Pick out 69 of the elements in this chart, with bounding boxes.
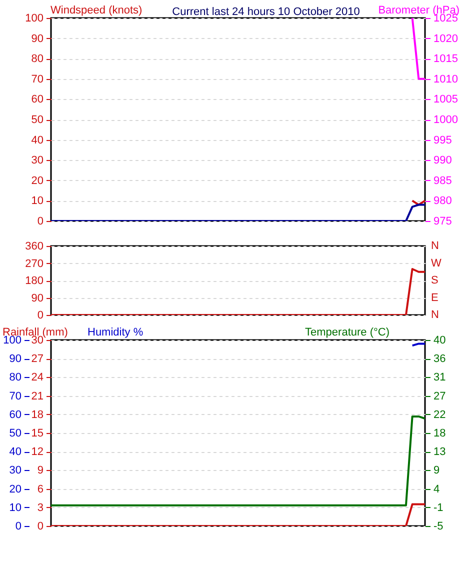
y3-tick-label: 50 bbox=[9, 428, 22, 440]
y2-tick-label: 36 bbox=[434, 353, 446, 366]
y-tick-label: 80 bbox=[31, 53, 44, 66]
y2-tick-label: -1 bbox=[434, 502, 444, 514]
y-tick-label: 0 bbox=[37, 520, 44, 532]
y2-tick-label: 1000 bbox=[434, 114, 458, 126]
text: N bbox=[431, 240, 439, 252]
y-tick-label: 18 bbox=[31, 408, 44, 421]
y-tick-label: 3 bbox=[37, 502, 44, 514]
y-tick-label: 70 bbox=[31, 73, 44, 86]
y3-tick-label: 100 bbox=[3, 334, 22, 346]
y2-tick-label: 31 bbox=[434, 372, 446, 384]
y-tick-label: 90 bbox=[31, 32, 44, 45]
y2-axis-title: Barometer (hPa) bbox=[378, 4, 460, 16]
y-tick-label: 9 bbox=[37, 464, 44, 477]
y-tick-label: 10 bbox=[31, 195, 44, 208]
y-tick-label: 360 bbox=[25, 240, 44, 252]
y-tick-label: 180 bbox=[25, 275, 44, 287]
y3-tick-label: 80 bbox=[9, 372, 22, 384]
text: W bbox=[431, 257, 442, 270]
text: S bbox=[431, 274, 438, 286]
y2-axis-title: Temperature (°C) bbox=[305, 326, 390, 338]
text: E bbox=[431, 292, 438, 304]
y3-tick-label: 40 bbox=[9, 446, 22, 458]
y-tick-label: 20 bbox=[31, 174, 44, 187]
y2-tick-label: 9 bbox=[434, 464, 440, 477]
y2-tick-label: 4 bbox=[434, 483, 440, 496]
y2-tick-label: 40 bbox=[434, 334, 446, 346]
chart-title: Current last 24 hours 10 October 2010 bbox=[172, 6, 360, 18]
y3-tick-label: 10 bbox=[9, 502, 22, 514]
y3-tick-label: 90 bbox=[9, 353, 22, 366]
y-tick-label: 15 bbox=[31, 428, 44, 440]
y2-tick-label: 990 bbox=[434, 154, 452, 167]
y3-tick-label: 70 bbox=[9, 390, 22, 402]
y2-tick-label: 22 bbox=[434, 408, 446, 421]
y2-tick-label: 13 bbox=[434, 446, 446, 458]
text: N bbox=[431, 309, 439, 321]
y2-tick-label: 1010 bbox=[434, 73, 458, 86]
y3-axis-title: Humidity % bbox=[88, 326, 144, 338]
y2-tick-label: 980 bbox=[434, 195, 452, 208]
y-axis-title: Windspeed (knots) bbox=[50, 4, 142, 16]
y2-tick-label: 1005 bbox=[434, 94, 458, 106]
y2-tick-label: 1020 bbox=[434, 32, 458, 45]
y-tick-label: 60 bbox=[31, 94, 44, 106]
y-tick-label: 50 bbox=[31, 114, 44, 126]
y-tick-label: 12 bbox=[31, 446, 44, 458]
y-tick-label: 24 bbox=[31, 372, 44, 384]
y-tick-label: 30 bbox=[31, 334, 44, 346]
y2-tick-label: 975 bbox=[434, 216, 452, 228]
y-tick-label: 6 bbox=[37, 483, 44, 496]
y-tick-label: 100 bbox=[25, 12, 44, 24]
y-tick-label: 90 bbox=[31, 292, 44, 304]
y2-tick-label: -5 bbox=[434, 520, 444, 532]
y-tick-label: 30 bbox=[31, 154, 44, 167]
y3-tick-label: 20 bbox=[9, 483, 22, 496]
y-tick-label: 21 bbox=[31, 390, 44, 402]
y2-tick-label: 1015 bbox=[434, 53, 458, 66]
y-tick-label: 40 bbox=[31, 134, 44, 146]
y3-tick-label: 30 bbox=[9, 464, 22, 477]
y-tick-label: 27 bbox=[31, 353, 44, 366]
y2-tick-label: 18 bbox=[434, 428, 446, 440]
y-tick-label: 0 bbox=[37, 216, 44, 228]
y2-tick-label: 27 bbox=[434, 390, 446, 402]
y3-tick-label: 0 bbox=[15, 520, 22, 532]
y2-tick-label: 995 bbox=[434, 134, 452, 146]
y-tick-label: 0 bbox=[37, 310, 44, 322]
y3-tick-label: 60 bbox=[9, 408, 22, 421]
y2-tick-label: 985 bbox=[434, 174, 452, 187]
y-tick-label: 270 bbox=[25, 258, 44, 270]
